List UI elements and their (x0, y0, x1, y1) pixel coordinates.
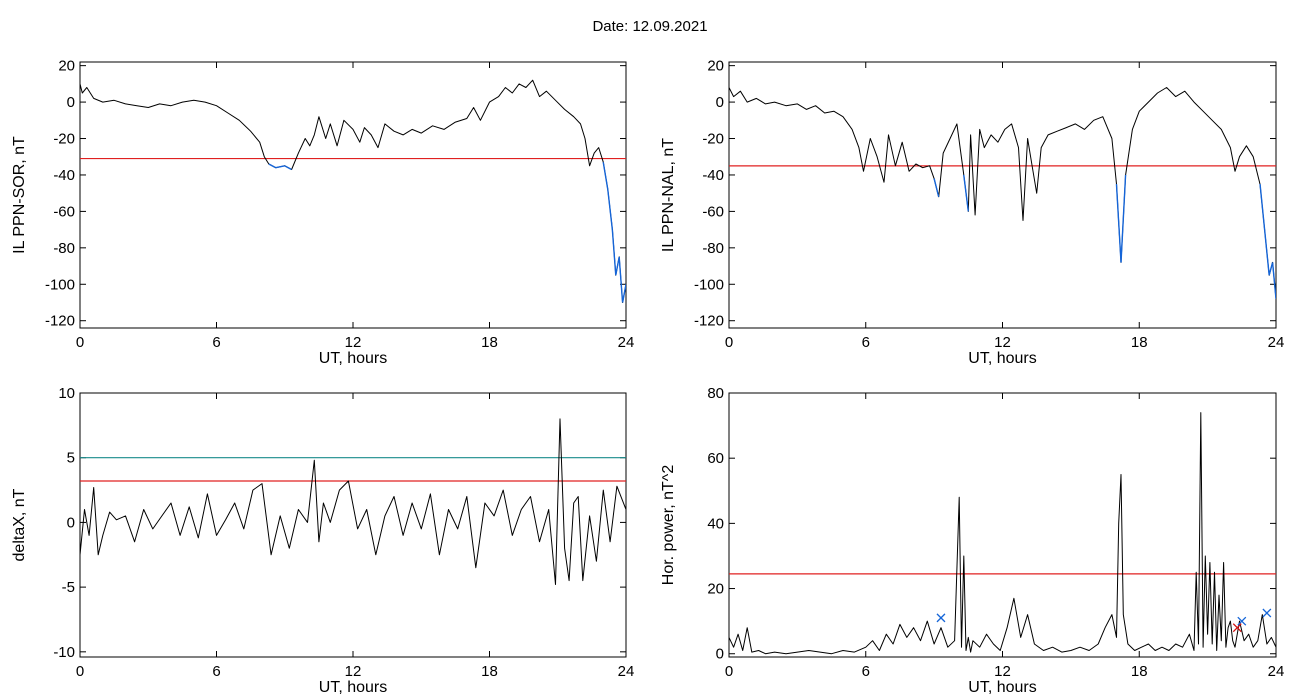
below-threshold-segment (621, 284, 626, 303)
x-tick-label: 18 (1131, 334, 1148, 351)
series-line (80, 79, 626, 303)
x-tick-label: 6 (862, 334, 870, 351)
x-tick-label: 12 (994, 334, 1011, 351)
x-tick-label: 6 (212, 334, 220, 351)
below-threshold-segment (611, 229, 617, 276)
date-label: Date: (592, 18, 629, 35)
cross-marker-blue (1262, 608, 1272, 618)
y-tick-label: -80 (702, 240, 724, 257)
cross-marker-stroke (1237, 616, 1247, 626)
below-threshold-segment (615, 256, 620, 276)
x-axis-label: UT, hours (968, 679, 1036, 696)
x-tick-label: 24 (1268, 334, 1285, 351)
y-tick-label: -20 (53, 131, 75, 148)
x-tick-label: 24 (1268, 663, 1285, 680)
x-axis-label: UT, hours (319, 679, 387, 696)
below-threshold-segment (268, 163, 276, 169)
x-axis-label: UT, hours (968, 350, 1036, 367)
below-threshold-segment (618, 256, 624, 303)
y-axis-label: deltaX, nT (11, 488, 28, 561)
y-tick-label: 0 (716, 94, 724, 111)
y-tick-label: -5 (62, 579, 75, 596)
series-line (729, 412, 1276, 655)
below-threshold-segment (607, 189, 614, 230)
y-tick-label: 40 (707, 515, 724, 532)
below-threshold-segment (933, 178, 940, 197)
below-threshold-segment (284, 165, 292, 171)
y-axis-label: IL PPN-SOR, nT (11, 136, 28, 254)
x-tick-label: 0 (725, 334, 733, 351)
x-tick-label: 6 (212, 663, 220, 680)
x-tick-label: 12 (345, 663, 362, 680)
y-tick-label: 80 (707, 385, 724, 402)
y-axis-label: IL PPN-NAL, nT (660, 138, 677, 252)
cross-marker-blue (936, 613, 946, 623)
below-threshold-segment (1268, 262, 1274, 276)
below-threshold-segment (1263, 229, 1270, 276)
cross-marker-blue (1237, 616, 1247, 626)
y-tick-label: 5 (67, 450, 75, 467)
y-tick-label: 20 (58, 58, 75, 75)
x-tick-label: 0 (76, 663, 84, 680)
cross-marker-red (1232, 623, 1242, 633)
series-line (80, 418, 626, 585)
date-value: 12.09.2021 (632, 18, 708, 35)
y-tick-label: 20 (707, 58, 724, 75)
x-tick-label: 24 (618, 334, 635, 351)
plot-frame (728, 392, 1277, 658)
y-tick-label: -80 (53, 240, 75, 257)
x-tick-label: 12 (994, 663, 1011, 680)
y-tick-label: -100 (45, 276, 75, 293)
below-threshold-segment (1115, 184, 1122, 263)
y-tick-label: -120 (694, 313, 724, 330)
below-threshold-segment (275, 165, 285, 169)
cross-marker-stroke (1232, 623, 1242, 633)
y-tick-label: 0 (67, 94, 75, 111)
below-threshold-segment (602, 162, 609, 190)
cross-marker-stroke (936, 613, 946, 623)
y-tick-label: 20 (707, 581, 724, 598)
below-threshold-segment (1259, 183, 1266, 230)
x-tick-label: 18 (481, 334, 498, 351)
below-threshold-segment (963, 174, 970, 212)
y-tick-label: 60 (707, 450, 724, 467)
y-tick-label: 0 (716, 646, 724, 663)
y-tick-label: 10 (58, 385, 75, 402)
x-tick-label: 18 (481, 663, 498, 680)
y-tick-label: -40 (53, 167, 75, 184)
panel-hor-power: 80 60 40 20 00 6 12 18 24 UT, hours Hor. power, nT… (660, 385, 1284, 696)
below-threshold-segment (1120, 174, 1127, 263)
y-tick-label: -100 (694, 276, 724, 293)
y-tick-label: -120 (45, 313, 75, 330)
y-axis-label: Hor. power, nT^2 (660, 465, 677, 586)
x-tick-label: 24 (618, 663, 635, 680)
x-tick-label: 0 (76, 334, 84, 351)
x-axis-label: UT, hours (319, 350, 387, 367)
y-tick-label: -60 (702, 203, 724, 220)
chart-date-title: Date: 12.09.2021 (0, 18, 1300, 35)
x-tick-label: 6 (862, 663, 870, 680)
x-tick-label: 18 (1131, 663, 1148, 680)
x-tick-label: 0 (725, 663, 733, 680)
x-tick-label: 12 (345, 334, 362, 351)
y-tick-label: -20 (702, 131, 724, 148)
series-line (729, 87, 1276, 299)
cross-marker-stroke (1262, 608, 1272, 618)
y-tick-label: -10 (53, 644, 75, 661)
y-tick-label: 0 (67, 514, 75, 531)
y-tick-label: -60 (53, 203, 75, 220)
y-tick-label: -40 (702, 167, 724, 184)
plot-frame (79, 61, 627, 329)
below-threshold-segment (1271, 262, 1276, 299)
